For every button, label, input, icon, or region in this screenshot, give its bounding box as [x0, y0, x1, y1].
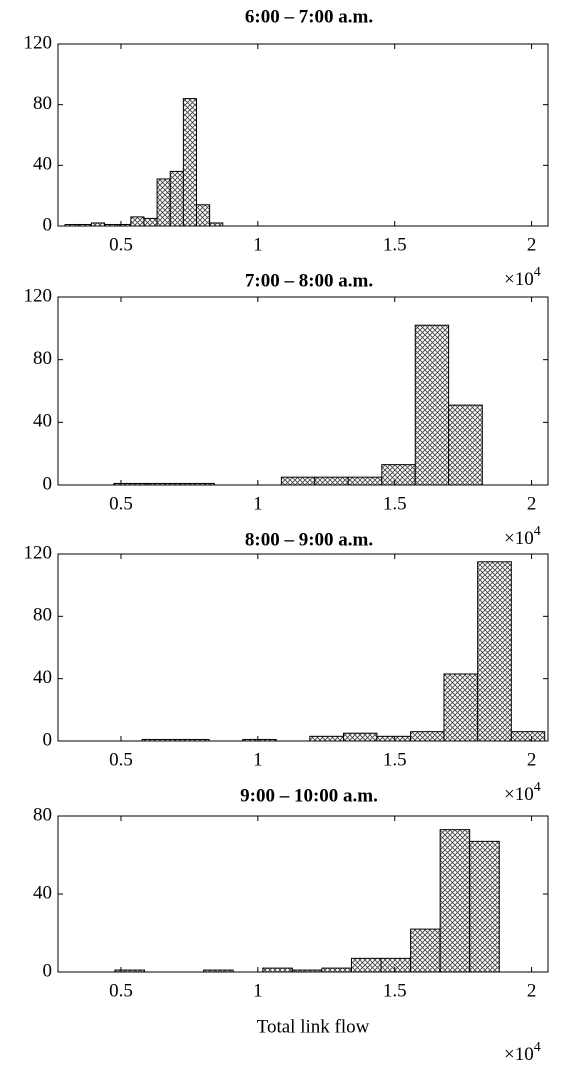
x-scale-exp: 4: [534, 524, 541, 539]
histogram-bar: [443, 673, 479, 742]
x-tick-label: 2: [527, 234, 537, 255]
chart-title: 8:00 – 9:00 a.m.: [245, 529, 373, 550]
histogram-bar: [410, 928, 441, 973]
y-tick-label: 80: [33, 804, 52, 825]
y-tick-label: 120: [24, 285, 53, 306]
x-tick-label: 1: [253, 493, 263, 514]
histogram-bar: [510, 731, 546, 742]
y-tick-label: 80: [33, 348, 52, 369]
histogram-bar: [448, 404, 483, 486]
axes-box: [57, 296, 549, 486]
y-tick-label: 120: [24, 32, 53, 53]
x-tick-label: 1.5: [383, 749, 407, 770]
histogram-bar: [343, 732, 378, 742]
y-tick-label: 40: [33, 667, 52, 688]
y-tick-label: 0: [43, 960, 53, 981]
x-tick-label: 1: [253, 980, 263, 1001]
x-scale-exp: 4: [534, 1040, 541, 1055]
histogram-bar: [143, 217, 158, 227]
y-tick-label: 40: [33, 154, 52, 175]
histogram-bar: [477, 561, 512, 742]
x-axis-label: Total link flow: [257, 1016, 370, 1037]
x-tick-label: 2: [527, 749, 537, 770]
histogram-bar: [376, 735, 412, 742]
x-tick-label: 1.5: [383, 980, 407, 1001]
y-tick-label: 80: [33, 605, 52, 626]
chart-title: 9:00 – 10:00 a.m.: [240, 785, 378, 806]
x-scale-base: ×10: [504, 784, 534, 805]
x-tick-label: 2: [527, 980, 537, 1001]
x-tick-label: 1.5: [383, 234, 407, 255]
histogram-bar: [347, 476, 383, 486]
histogram-bar: [414, 324, 450, 486]
axes-box: [57, 43, 549, 227]
y-tick-label: 80: [33, 93, 52, 114]
x-scale-base: ×10: [504, 269, 534, 290]
histogram-bar: [439, 829, 471, 973]
x-scale-exp: 4: [534, 780, 541, 795]
histogram-bar: [156, 178, 171, 227]
y-tick-label: 40: [33, 882, 52, 903]
x-tick-label: 0.5: [109, 234, 133, 255]
x-tick-label: 2: [527, 493, 537, 514]
y-tick-label: 0: [43, 729, 53, 750]
histogram-bar: [309, 735, 345, 742]
x-scale-label: ×104: [504, 265, 541, 290]
histogram-bar: [262, 967, 293, 973]
histogram-bar: [469, 840, 500, 973]
histogram-bar: [381, 464, 416, 486]
x-tick-label: 0.5: [109, 749, 133, 770]
histogram-bar: [350, 957, 382, 973]
histogram-bar: [314, 476, 349, 486]
x-scale-label: ×104: [504, 1040, 541, 1065]
histogram-bar: [169, 170, 184, 227]
x-scale-base: ×10: [504, 1044, 534, 1065]
x-tick-label: 0.5: [109, 493, 133, 514]
x-scale-label: ×104: [504, 780, 541, 805]
x-tick-label: 1: [253, 749, 263, 770]
y-tick-label: 40: [33, 411, 52, 432]
y-tick-label: 120: [24, 542, 53, 563]
histogram-bar: [196, 204, 211, 227]
axes-box: [57, 553, 549, 742]
x-scale-exp: 4: [534, 265, 541, 280]
histogram-bar: [321, 967, 352, 973]
x-tick-label: 0.5: [109, 980, 133, 1001]
x-tick-label: 1: [253, 234, 263, 255]
chart-title: 6:00 – 7:00 a.m.: [245, 6, 373, 27]
histogram-bar: [380, 957, 412, 973]
x-tick-label: 1.5: [383, 493, 407, 514]
histogram-bar: [130, 216, 145, 227]
chart-title: 7:00 – 8:00 a.m.: [245, 270, 373, 291]
histogram-bar: [280, 476, 316, 486]
histogram-bar: [182, 98, 198, 227]
x-scale-base: ×10: [504, 528, 534, 549]
histogram-bar: [410, 731, 445, 742]
y-tick-label: 0: [43, 473, 53, 494]
x-scale-label: ×104: [504, 524, 541, 549]
y-tick-label: 0: [43, 214, 53, 235]
